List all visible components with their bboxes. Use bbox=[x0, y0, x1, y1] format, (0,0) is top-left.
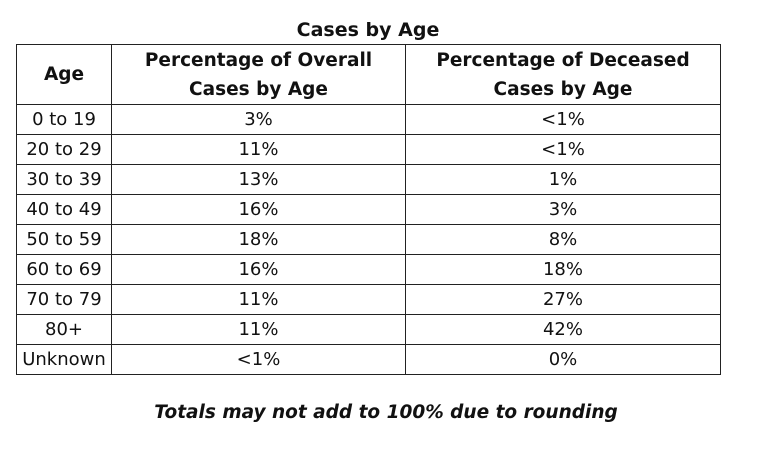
table-header-row: Age Percentage of Overall Cases by Age P… bbox=[16, 44, 721, 105]
table-row: 0 to 19 3% <1% bbox=[16, 104, 721, 135]
age-cell: 60 to 69 bbox=[16, 254, 112, 285]
age-cell: 0 to 19 bbox=[16, 104, 112, 135]
overall-cell: 18% bbox=[111, 224, 406, 255]
age-cell: 20 to 29 bbox=[16, 134, 112, 165]
overall-cell: <1% bbox=[111, 344, 406, 375]
table-row: Unknown <1% 0% bbox=[16, 344, 721, 375]
deceased-cell: <1% bbox=[405, 104, 721, 135]
header-overall-line1: Percentage of Overall bbox=[144, 49, 373, 71]
deceased-cell: <1% bbox=[405, 134, 721, 165]
overall-cell: 11% bbox=[111, 314, 406, 345]
deceased-cell: 1% bbox=[405, 164, 721, 195]
table-row: 60 to 69 16% 18% bbox=[16, 254, 721, 285]
age-cell: 50 to 59 bbox=[16, 224, 112, 255]
deceased-cell: 42% bbox=[405, 314, 721, 345]
table-row: 30 to 39 13% 1% bbox=[16, 164, 721, 195]
header-deceased-line1: Percentage of Deceased bbox=[436, 49, 690, 71]
cases-by-age-table: Age Percentage of Overall Cases by Age P… bbox=[16, 44, 721, 375]
age-cell: 30 to 39 bbox=[16, 164, 112, 195]
overall-cell: 16% bbox=[111, 194, 406, 225]
table-row: 80+ 11% 42% bbox=[16, 314, 721, 345]
deceased-cell: 0% bbox=[405, 344, 721, 375]
header-deceased-line2: Cases by Age bbox=[493, 78, 633, 100]
table-title: Cases by Age bbox=[296, 19, 440, 41]
deceased-cell: 3% bbox=[405, 194, 721, 225]
header-overall-percentage: Percentage of Overall Cases by Age bbox=[111, 44, 406, 105]
overall-cell: 16% bbox=[111, 254, 406, 285]
table-row: 70 to 79 11% 27% bbox=[16, 284, 721, 315]
deceased-cell: 27% bbox=[405, 284, 721, 315]
age-cell: 80+ bbox=[16, 314, 112, 345]
overall-cell: 11% bbox=[111, 134, 406, 165]
table-row: 20 to 29 11% <1% bbox=[16, 134, 721, 165]
header-age: Age bbox=[16, 44, 112, 105]
deceased-cell: 18% bbox=[405, 254, 721, 285]
header-age-label: Age bbox=[43, 64, 85, 85]
header-overall-line2: Cases by Age bbox=[189, 78, 328, 100]
deceased-cell: 8% bbox=[405, 224, 721, 255]
age-cell: 40 to 49 bbox=[16, 194, 112, 225]
table-row: 40 to 49 16% 3% bbox=[16, 194, 721, 225]
age-cell: Unknown bbox=[16, 344, 112, 375]
header-deceased-percentage: Percentage of Deceased Cases by Age bbox=[405, 44, 721, 105]
overall-cell: 11% bbox=[111, 284, 406, 315]
overall-cell: 13% bbox=[111, 164, 406, 195]
age-cell: 70 to 79 bbox=[16, 284, 112, 315]
overall-cell: 3% bbox=[111, 104, 406, 135]
table-row: 50 to 59 18% 8% bbox=[16, 224, 721, 255]
rounding-footnote: Totals may not add to 100% due to roundi… bbox=[154, 402, 618, 423]
